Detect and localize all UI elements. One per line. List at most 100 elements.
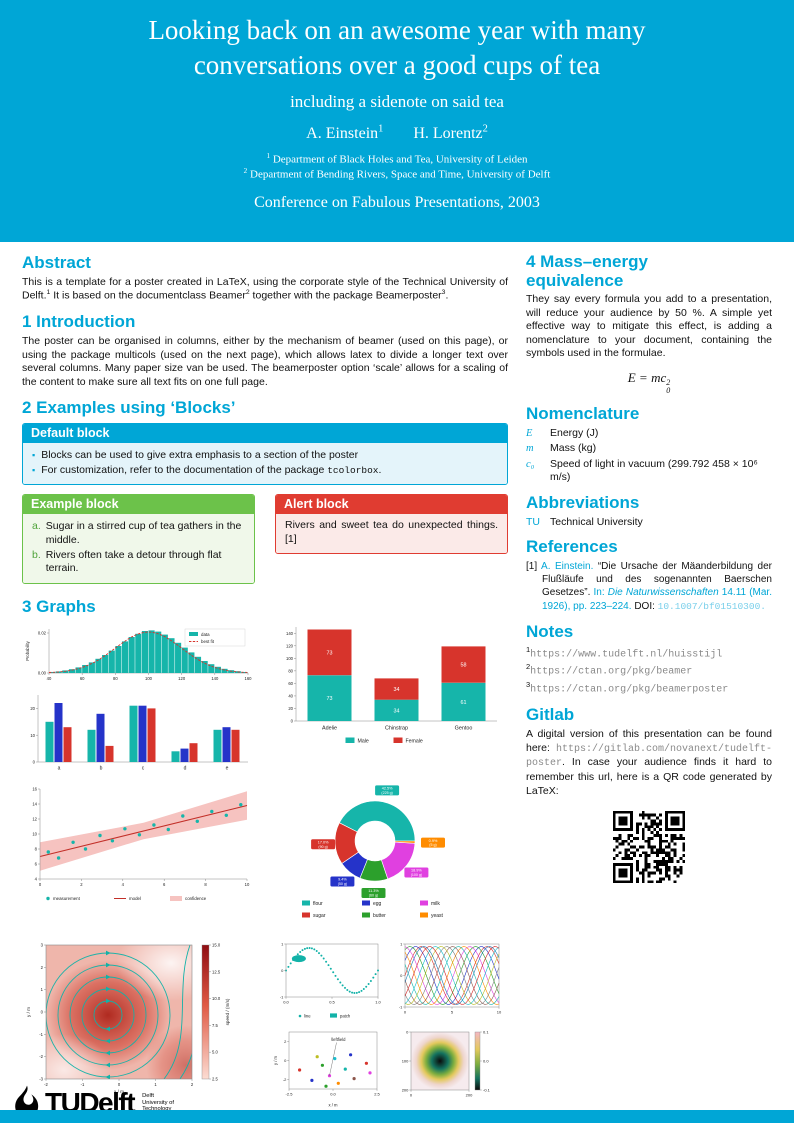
svg-text:14: 14 — [32, 801, 37, 806]
svg-text:60: 60 — [80, 676, 85, 681]
svg-text:-1: -1 — [280, 994, 284, 999]
svg-text:(90 g): (90 g) — [318, 845, 327, 849]
svg-text:120: 120 — [178, 676, 186, 681]
svg-text:Female: Female — [406, 738, 423, 744]
svg-text:-2: -2 — [283, 1077, 287, 1082]
note-item: 3https://ctan.org/pkg/beamerposter — [526, 679, 729, 696]
notes-heading: Notes — [526, 622, 574, 642]
alert-block-title: Alert block — [276, 495, 507, 515]
mass-energy-heading: 4 Mass–energy equivalence — [526, 252, 648, 290]
default-block-bullet-2: ▪ For customization, refer to the docume… — [32, 463, 382, 476]
svg-text:80: 80 — [288, 668, 293, 673]
svg-text:4: 4 — [122, 882, 125, 887]
conference-name: Conference on Fabulous Presentations, 20… — [254, 193, 540, 211]
svg-text:73: 73 — [327, 650, 333, 656]
alert-block-body: Rivers and sweet tea do unexpected thing… — [276, 514, 507, 553]
gitlab-heading: Gitlab — [526, 705, 575, 725]
svg-text:0.0: 0.0 — [330, 1091, 336, 1096]
reference-item: [1] A. Einstein. “Die Ursache der Mäande… — [526, 561, 772, 612]
introduction-text: The poster can be organised in columns, … — [22, 335, 508, 388]
svg-text:2: 2 — [41, 965, 44, 970]
svg-text:-1: -1 — [39, 1032, 43, 1037]
ingredient-donut-chart: 42.5% (225 g) 17.0% (90 g) 9.4% (50 g) 11.3% (6… — [272, 783, 508, 931]
svg-text:speed / (m/s): speed / (m/s) — [225, 998, 230, 1025]
tudelft-flame-icon — [15, 1085, 39, 1119]
svg-text:-2.5: -2.5 — [286, 1091, 294, 1096]
svg-text:(225 g): (225 g) — [381, 791, 392, 795]
svg-text:0.0: 0.0 — [483, 1058, 489, 1063]
svg-text:0: 0 — [33, 760, 36, 765]
tudelft-tagline: Delft University of Technology — [142, 1092, 174, 1113]
nomenclature-heading: Nomenclature — [526, 403, 640, 423]
svg-text:0: 0 — [41, 1009, 44, 1014]
example-alert-row: Example block a. Sugar in a stirred cup … — [22, 490, 508, 588]
svg-text:40: 40 — [288, 694, 293, 699]
svg-text:0.1: 0.1 — [483, 1029, 489, 1034]
title-line-1: Looking back on an awesome year with man… — [148, 15, 646, 45]
svg-text:Adelie: Adelie — [322, 725, 337, 731]
svg-text:butter: butter — [373, 913, 386, 919]
references-heading: References — [526, 537, 618, 557]
svg-text:8: 8 — [204, 882, 207, 887]
author-list: A. Einstein1 H. Lorentz2 — [0, 123, 794, 142]
svg-text:20: 20 — [288, 706, 293, 711]
svg-text:4: 4 — [35, 876, 38, 881]
graphs-cell-2: 0 20 40 60 80 100 120 140 73 73 Adelie 34 34 Chinstra… — [272, 621, 508, 775]
example-block: Example block a. Sugar in a stirred cup … — [22, 494, 255, 584]
svg-text:confidence: confidence — [185, 896, 207, 901]
regression-scatter-chart: 0 2 4 6 8 10 4 6 8 10 12 14 16 measurement model confid… — [22, 783, 258, 905]
svg-text:80: 80 — [113, 676, 118, 681]
tcolorbox-code: tcolorbox — [327, 464, 379, 476]
svg-text:0: 0 — [281, 968, 284, 973]
nomenclature-row: m Mass (kg) — [526, 442, 597, 455]
nomenclature-list: E Energy (J) m Mass (kg) c₀ Speed of light … — [526, 427, 772, 485]
svg-text:17.0%: 17.0% — [318, 840, 329, 844]
svg-text:200: 200 — [402, 1087, 409, 1092]
svg-text:egg: egg — [373, 901, 382, 907]
svg-text:0: 0 — [406, 1029, 409, 1034]
svg-text:0: 0 — [118, 1082, 121, 1087]
svg-text:2.5: 2.5 — [212, 1076, 218, 1081]
svg-text:140: 140 — [211, 676, 219, 681]
svg-text:9.4%: 9.4% — [338, 878, 347, 882]
default-block-title: Default block — [23, 424, 507, 444]
svg-text:1.0: 1.0 — [375, 999, 381, 1004]
mass-energy-formula: E = mc 2 0 — [627, 369, 671, 395]
svg-text:d: d — [184, 765, 187, 771]
svg-text:best fit: best fit — [201, 639, 215, 644]
svg-text:10.0: 10.0 — [212, 996, 221, 1001]
author-lorentz: H. Lorentz2 — [413, 123, 488, 142]
grouped-bar-chart: 0 10 20 a b c d e — [22, 689, 258, 775]
svg-text:11.3%: 11.3% — [368, 889, 379, 893]
mini-image-plot: 0 100 200 0 200 0.1 0.0 -0.1 — [392, 1027, 504, 1111]
example-item-b: b. Rivers often take a detour through fl… — [32, 548, 222, 575]
graphs-cell-3: 0 2 4 6 8 10 4 6 8 10 12 14 16 measurement model confid… — [22, 783, 258, 931]
footer-bar — [0, 1110, 794, 1123]
svg-text:0.5: 0.5 — [329, 999, 335, 1004]
svg-text:1: 1 — [281, 941, 284, 946]
abstract-text: This is a template for a poster created … — [22, 276, 508, 302]
svg-text:-2: -2 — [44, 1082, 48, 1087]
svg-text:x / m: x / m — [114, 1089, 124, 1094]
svg-text:(5 g): (5 g) — [429, 843, 436, 847]
penguin-stacked-bar-chart: 0 20 40 60 80 100 120 140 73 73 Adelie 34 34 Chinstra… — [272, 621, 508, 749]
svg-text:\leftfield: \leftfield — [331, 1037, 346, 1042]
abbreviation-row: TU Technical University — [526, 516, 643, 529]
svg-text:sugar: sugar — [313, 913, 326, 919]
svg-text:42.5%: 42.5% — [382, 787, 393, 791]
example-block-body: a. Sugar in a stirred cup of tea gathers… — [23, 514, 254, 583]
note-item: 2https://ctan.org/pkg/beamer — [526, 662, 693, 678]
svg-text:-0.1: -0.1 — [483, 1087, 491, 1092]
note-item: 1https://www.tudelft.nl/huisstijl — [526, 645, 723, 661]
svg-text:line: line — [304, 1014, 311, 1019]
svg-text:12.5: 12.5 — [212, 969, 221, 974]
svg-text:15.0: 15.0 — [212, 942, 221, 947]
affiliation-1: 1 Department of Black Holes and Tea, Uni… — [266, 151, 528, 166]
svg-text:(50 g): (50 g) — [338, 882, 347, 886]
svg-text:-1: -1 — [81, 1082, 85, 1087]
qr-code-container — [526, 805, 772, 894]
svg-text:1: 1 — [41, 987, 44, 992]
poster-title: Looking back on an awesome year with man… — [0, 13, 794, 83]
svg-text:Male: Male — [358, 738, 369, 744]
notes-list: 1https://www.tudelft.nl/huisstijl 2https… — [526, 645, 772, 696]
